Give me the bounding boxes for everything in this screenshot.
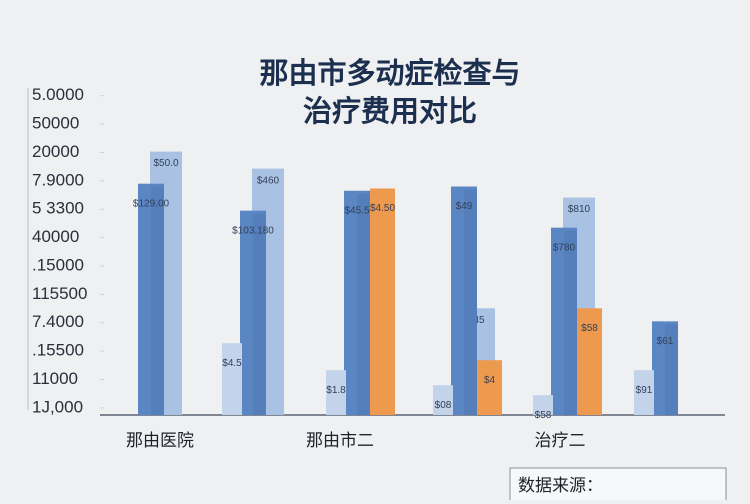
bar-label: $4 — [484, 375, 496, 386]
x-tick-label: 那由市二 — [306, 431, 374, 451]
bar — [551, 227, 577, 415]
bar-shade — [253, 213, 266, 415]
bar-label: $780 — [553, 242, 576, 253]
bar — [344, 190, 370, 415]
bar — [370, 188, 395, 415]
bar-label: $58 — [535, 410, 552, 421]
bar — [634, 370, 654, 415]
bar — [577, 308, 602, 415]
y-tick-label: .15000 — [32, 255, 84, 274]
bar-label: $4.5 — [222, 358, 242, 369]
bar-label: $91 — [636, 385, 653, 396]
bar — [451, 186, 477, 415]
bar — [533, 395, 553, 415]
bar-shade — [564, 230, 577, 415]
bar-label: $45.5 — [344, 205, 369, 216]
y-tick-label: 5 3300 — [32, 199, 84, 218]
bar — [326, 370, 346, 415]
bar-label: $129.00 — [133, 198, 170, 209]
bar — [652, 321, 678, 415]
bar-label: $08 — [435, 400, 452, 411]
bar-label: $4.50 — [370, 203, 395, 214]
source: 数据来源： — [518, 476, 603, 496]
bar — [138, 183, 164, 415]
y-tick-label: .15500 — [32, 341, 84, 360]
bar-label: $58 — [581, 323, 598, 334]
y-tick-label: 7.9000 — [32, 170, 84, 189]
bar — [477, 360, 502, 415]
y-tick-label: 11000 — [32, 369, 78, 388]
chart-title: 治疗费用对比 — [303, 94, 477, 128]
y-tick-label: 50000 — [32, 114, 79, 133]
bar-label: 45 — [473, 315, 485, 326]
y-tick-label: 5.0000 — [32, 85, 84, 104]
bar-label: $103.180 — [232, 225, 274, 236]
bar-label: $49 — [456, 201, 473, 212]
bar-label: $50.0 — [153, 158, 178, 169]
chart-title: 那由市多动症检查与 — [259, 56, 520, 90]
y-tick-label: 20000 — [32, 142, 79, 161]
bar — [240, 210, 266, 415]
y-tick-label: 115500 — [32, 284, 87, 303]
bar-label: $1.8 — [326, 385, 346, 396]
y-tick-label: 1J,000 — [32, 397, 83, 416]
x-tick-label: 治疗二 — [535, 431, 586, 451]
bar — [222, 343, 242, 415]
bar-shade — [151, 186, 164, 415]
bar-label: $61 — [657, 336, 674, 347]
x-tick-label: 那由医院 — [126, 431, 194, 451]
bar-shade — [665, 324, 678, 415]
bar — [433, 385, 453, 415]
bar-label: $460 — [257, 175, 280, 186]
bar-label: $810 — [568, 204, 591, 215]
y-tick-label: 40000 — [32, 227, 79, 246]
bar-shade — [464, 189, 477, 415]
y-tick-label: 7.4000 — [32, 312, 84, 331]
bar-shade — [357, 193, 370, 415]
